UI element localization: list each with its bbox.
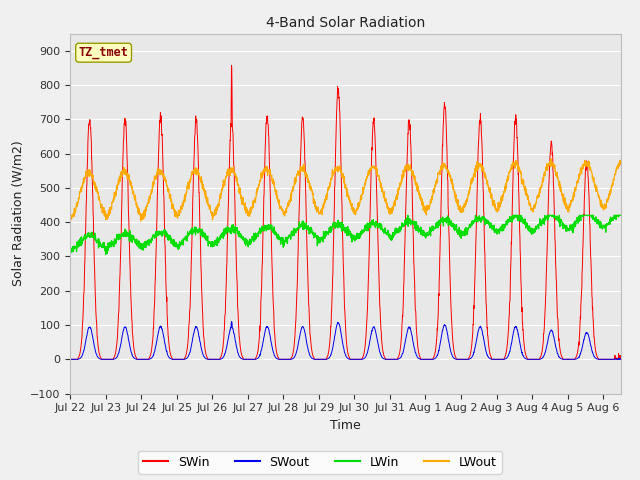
LWout — [532, 199, 540, 204]
Legend: SWin, SWout, LWin, LWout: SWin, SWout, LWin, LWout — [138, 451, 502, 474]
SWout — [428, 357, 436, 362]
SWin — [532, 357, 540, 362]
LWout — [99, 205, 106, 211]
LWin — [404, 213, 412, 218]
Title: 4-Band Solar Radiation: 4-Band Solar Radiation — [266, 16, 425, 30]
LWout — [617, 158, 625, 164]
SWout — [412, 350, 419, 356]
LWin — [349, 236, 356, 242]
LWin — [428, 223, 436, 229]
LWin — [67, 247, 74, 252]
SWout — [598, 357, 605, 362]
LWin — [533, 226, 541, 232]
SWin — [617, 356, 625, 361]
SWout — [617, 356, 625, 362]
LWin — [617, 213, 625, 218]
LWin — [99, 240, 106, 246]
LWout — [412, 180, 419, 186]
X-axis label: Time: Time — [330, 419, 361, 432]
Y-axis label: Solar Radiation (W/m2): Solar Radiation (W/m2) — [12, 141, 25, 287]
LWout — [349, 206, 356, 212]
LWin — [412, 226, 419, 232]
SWout — [349, 357, 356, 362]
LWout — [137, 218, 145, 224]
SWout — [67, 357, 74, 362]
LWin — [598, 225, 606, 230]
SWin — [349, 357, 356, 362]
LWin — [102, 252, 109, 257]
LWout — [598, 204, 606, 210]
SWin — [428, 357, 436, 362]
LWout — [428, 196, 436, 202]
SWout — [99, 357, 106, 362]
SWin — [412, 307, 419, 313]
SWin — [99, 357, 106, 362]
SWout — [532, 357, 540, 362]
SWin — [67, 357, 74, 362]
LWout — [67, 217, 74, 223]
Line: LWout: LWout — [70, 159, 621, 221]
Line: LWin: LWin — [70, 216, 621, 254]
SWin — [228, 62, 236, 68]
SWin — [598, 357, 605, 362]
Text: TZ_tmet: TZ_tmet — [79, 46, 129, 59]
SWout — [228, 319, 236, 324]
Line: SWout: SWout — [70, 322, 621, 360]
Line: SWin: SWin — [70, 65, 621, 360]
LWout — [547, 156, 555, 162]
